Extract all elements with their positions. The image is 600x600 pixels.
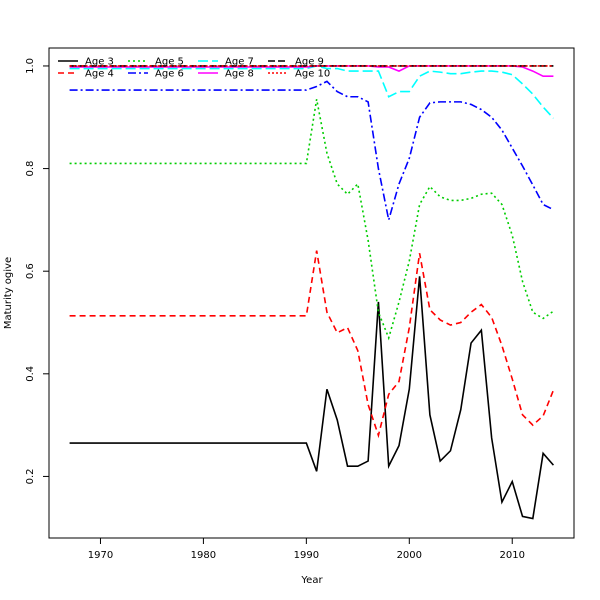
y-tick-label-2: 0.6 xyxy=(25,263,36,279)
legend-label-4: Age 6 xyxy=(155,69,184,80)
y-tick-label-0: 0.2 xyxy=(25,468,36,484)
x-tick-label-1990: 1990 xyxy=(294,550,319,561)
x-tick-label-2000: 2000 xyxy=(397,550,422,561)
y-tick-label-3: 0.8 xyxy=(25,161,36,177)
x-tick-label-1980: 1980 xyxy=(191,550,216,561)
legend-label-7: Age 9 xyxy=(295,57,324,68)
plot-frame xyxy=(48,47,575,539)
legend-label-1: Age 3 xyxy=(85,57,114,68)
legend-label-3: Age 5 xyxy=(155,57,184,68)
series-line-4 xyxy=(69,80,554,221)
x-axis-label: Year xyxy=(300,575,323,586)
legend-label-2: Age 4 xyxy=(85,69,114,80)
x-tick-label-1970: 1970 xyxy=(88,550,113,561)
series-line-2 xyxy=(69,250,555,439)
legend-label-5: Age 7 xyxy=(225,57,254,68)
series-layer xyxy=(69,65,555,520)
series-line-1 xyxy=(69,276,555,520)
y-tick-label-1: 0.4 xyxy=(25,366,36,382)
series-line-3 xyxy=(69,99,554,341)
legend-label-6: Age 8 xyxy=(225,69,254,80)
y-tick-label-4: 1.0 xyxy=(25,58,36,74)
legend-label-8: Age 10 xyxy=(295,69,330,80)
axes-layer: 1970 1980 1990 2000 2010 0.2 0.4 0.6 0.8 1.0 xyxy=(25,47,575,561)
x-tick-label-2010: 2010 xyxy=(500,550,525,561)
y-axis-label: Maturity ogive xyxy=(3,257,14,329)
